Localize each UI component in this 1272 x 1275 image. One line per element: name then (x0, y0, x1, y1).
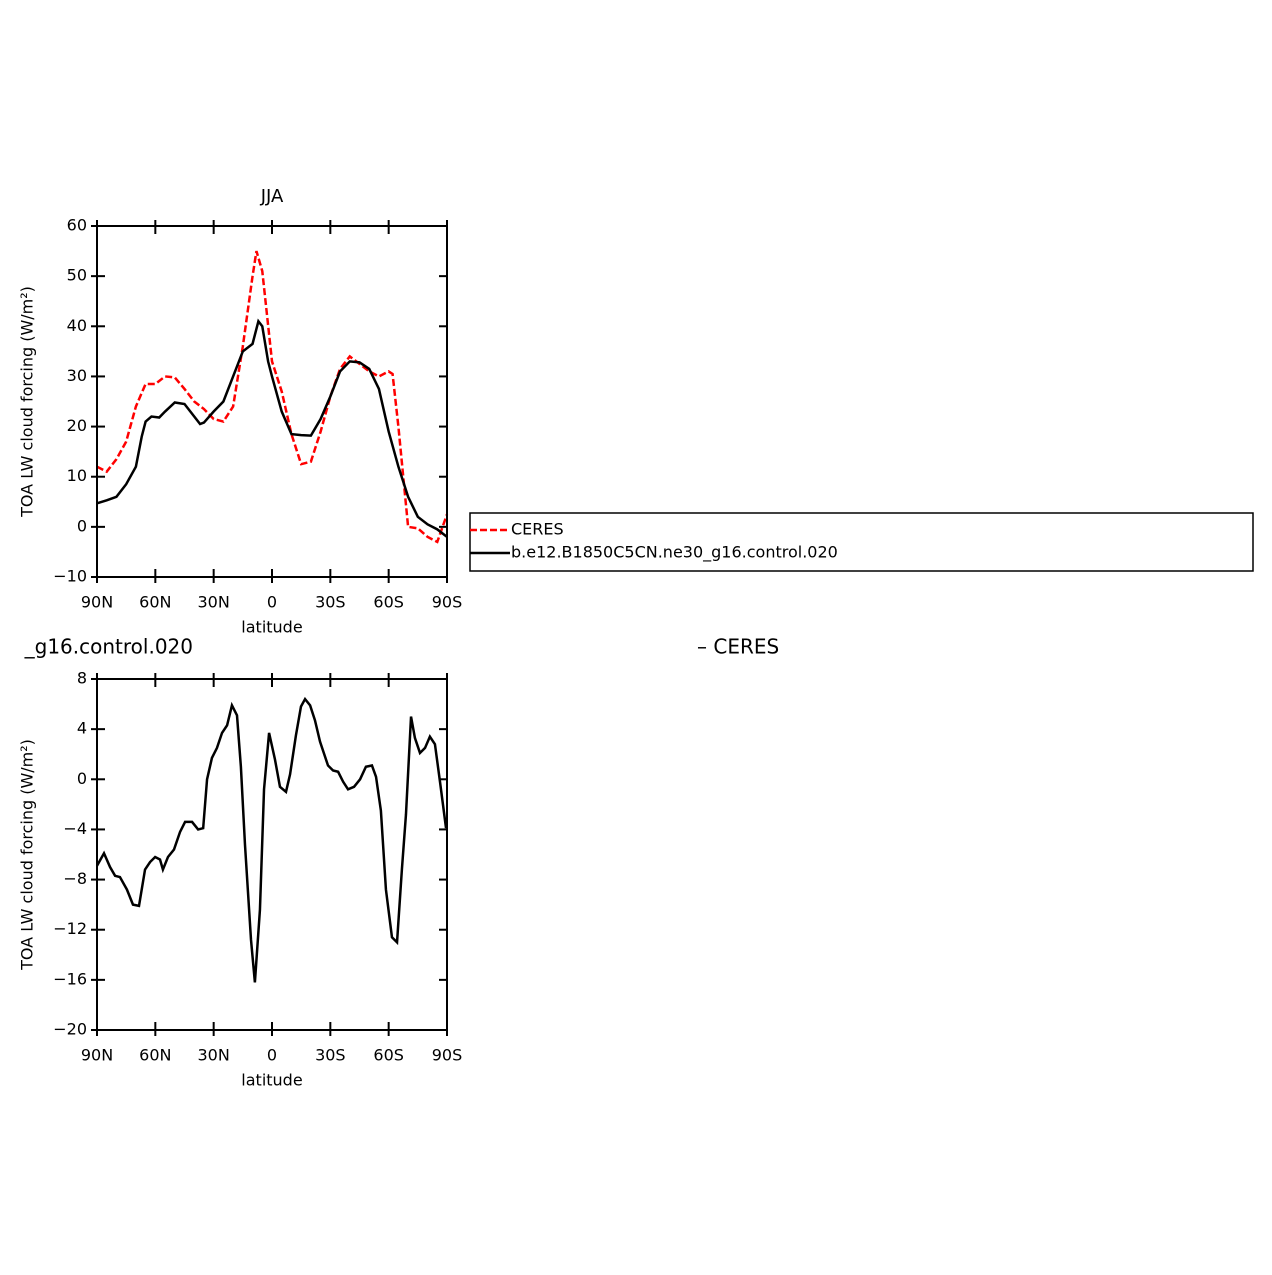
chart-title-right: – CERES (697, 635, 779, 659)
legend-label: CERES (511, 520, 564, 539)
legend-box (469, 512, 1254, 572)
data-line (96, 318, 448, 538)
y-tick-label: −4 (63, 819, 87, 838)
x-tick-label: 60N (139, 593, 171, 612)
y-tick-label: 10 (67, 466, 87, 485)
data-line (95, 696, 448, 983)
y-tick-label: 30 (67, 366, 87, 385)
chart-title: JJA (260, 186, 284, 207)
x-axis-label: latitude (241, 1071, 302, 1090)
x-tick-label: 30S (315, 1046, 346, 1065)
x-tick-label: 60S (373, 1046, 404, 1065)
y-tick-label: 0 (77, 769, 87, 788)
y-tick-label: −8 (63, 869, 87, 888)
legend-label: b.e12.B1850C5CN.ne30_g16.control.020 (511, 543, 838, 563)
x-tick-label: 30S (315, 593, 346, 612)
x-axis-label: latitude (241, 618, 302, 637)
x-tick-label: 30N (198, 593, 230, 612)
y-tick-label: 8 (77, 669, 87, 688)
data-line (96, 250, 449, 544)
y-tick-label: 20 (67, 416, 87, 435)
y-tick-label: 4 (77, 719, 87, 738)
y-tick-label: −12 (53, 919, 87, 938)
x-tick-label: 90S (432, 1046, 463, 1065)
y-axis-label: TOA LW cloud forcing (W/m²) (18, 286, 37, 518)
y-tick-label: −20 (53, 1020, 87, 1039)
y-tick-label: 60 (67, 216, 87, 235)
x-tick-label: 60N (139, 1046, 171, 1065)
legend: CERES b.e12.B1850C5CN.ne30_g16.control.02… (469, 512, 1254, 572)
y-tick-label: −10 (53, 567, 87, 586)
x-tick-label: 90S (432, 593, 463, 612)
y-tick-label: 50 (67, 266, 87, 285)
y-tick-label: 0 (77, 516, 87, 535)
chart-title: _g16.control.020 (24, 635, 193, 659)
x-tick-label: 30N (198, 1046, 230, 1065)
y-axis-label: TOA LW cloud forcing (W/m²) (18, 739, 37, 971)
x-tick-label: 90N (81, 593, 113, 612)
y-tick-label: 40 (67, 316, 87, 335)
x-tick-label: 60S (373, 593, 404, 612)
x-tick-label: 90N (81, 1046, 113, 1065)
x-tick-label: 0 (267, 1046, 277, 1065)
x-tick-label: 0 (267, 593, 277, 612)
plot-frame (96, 678, 448, 1031)
y-tick-label: −16 (53, 969, 87, 988)
